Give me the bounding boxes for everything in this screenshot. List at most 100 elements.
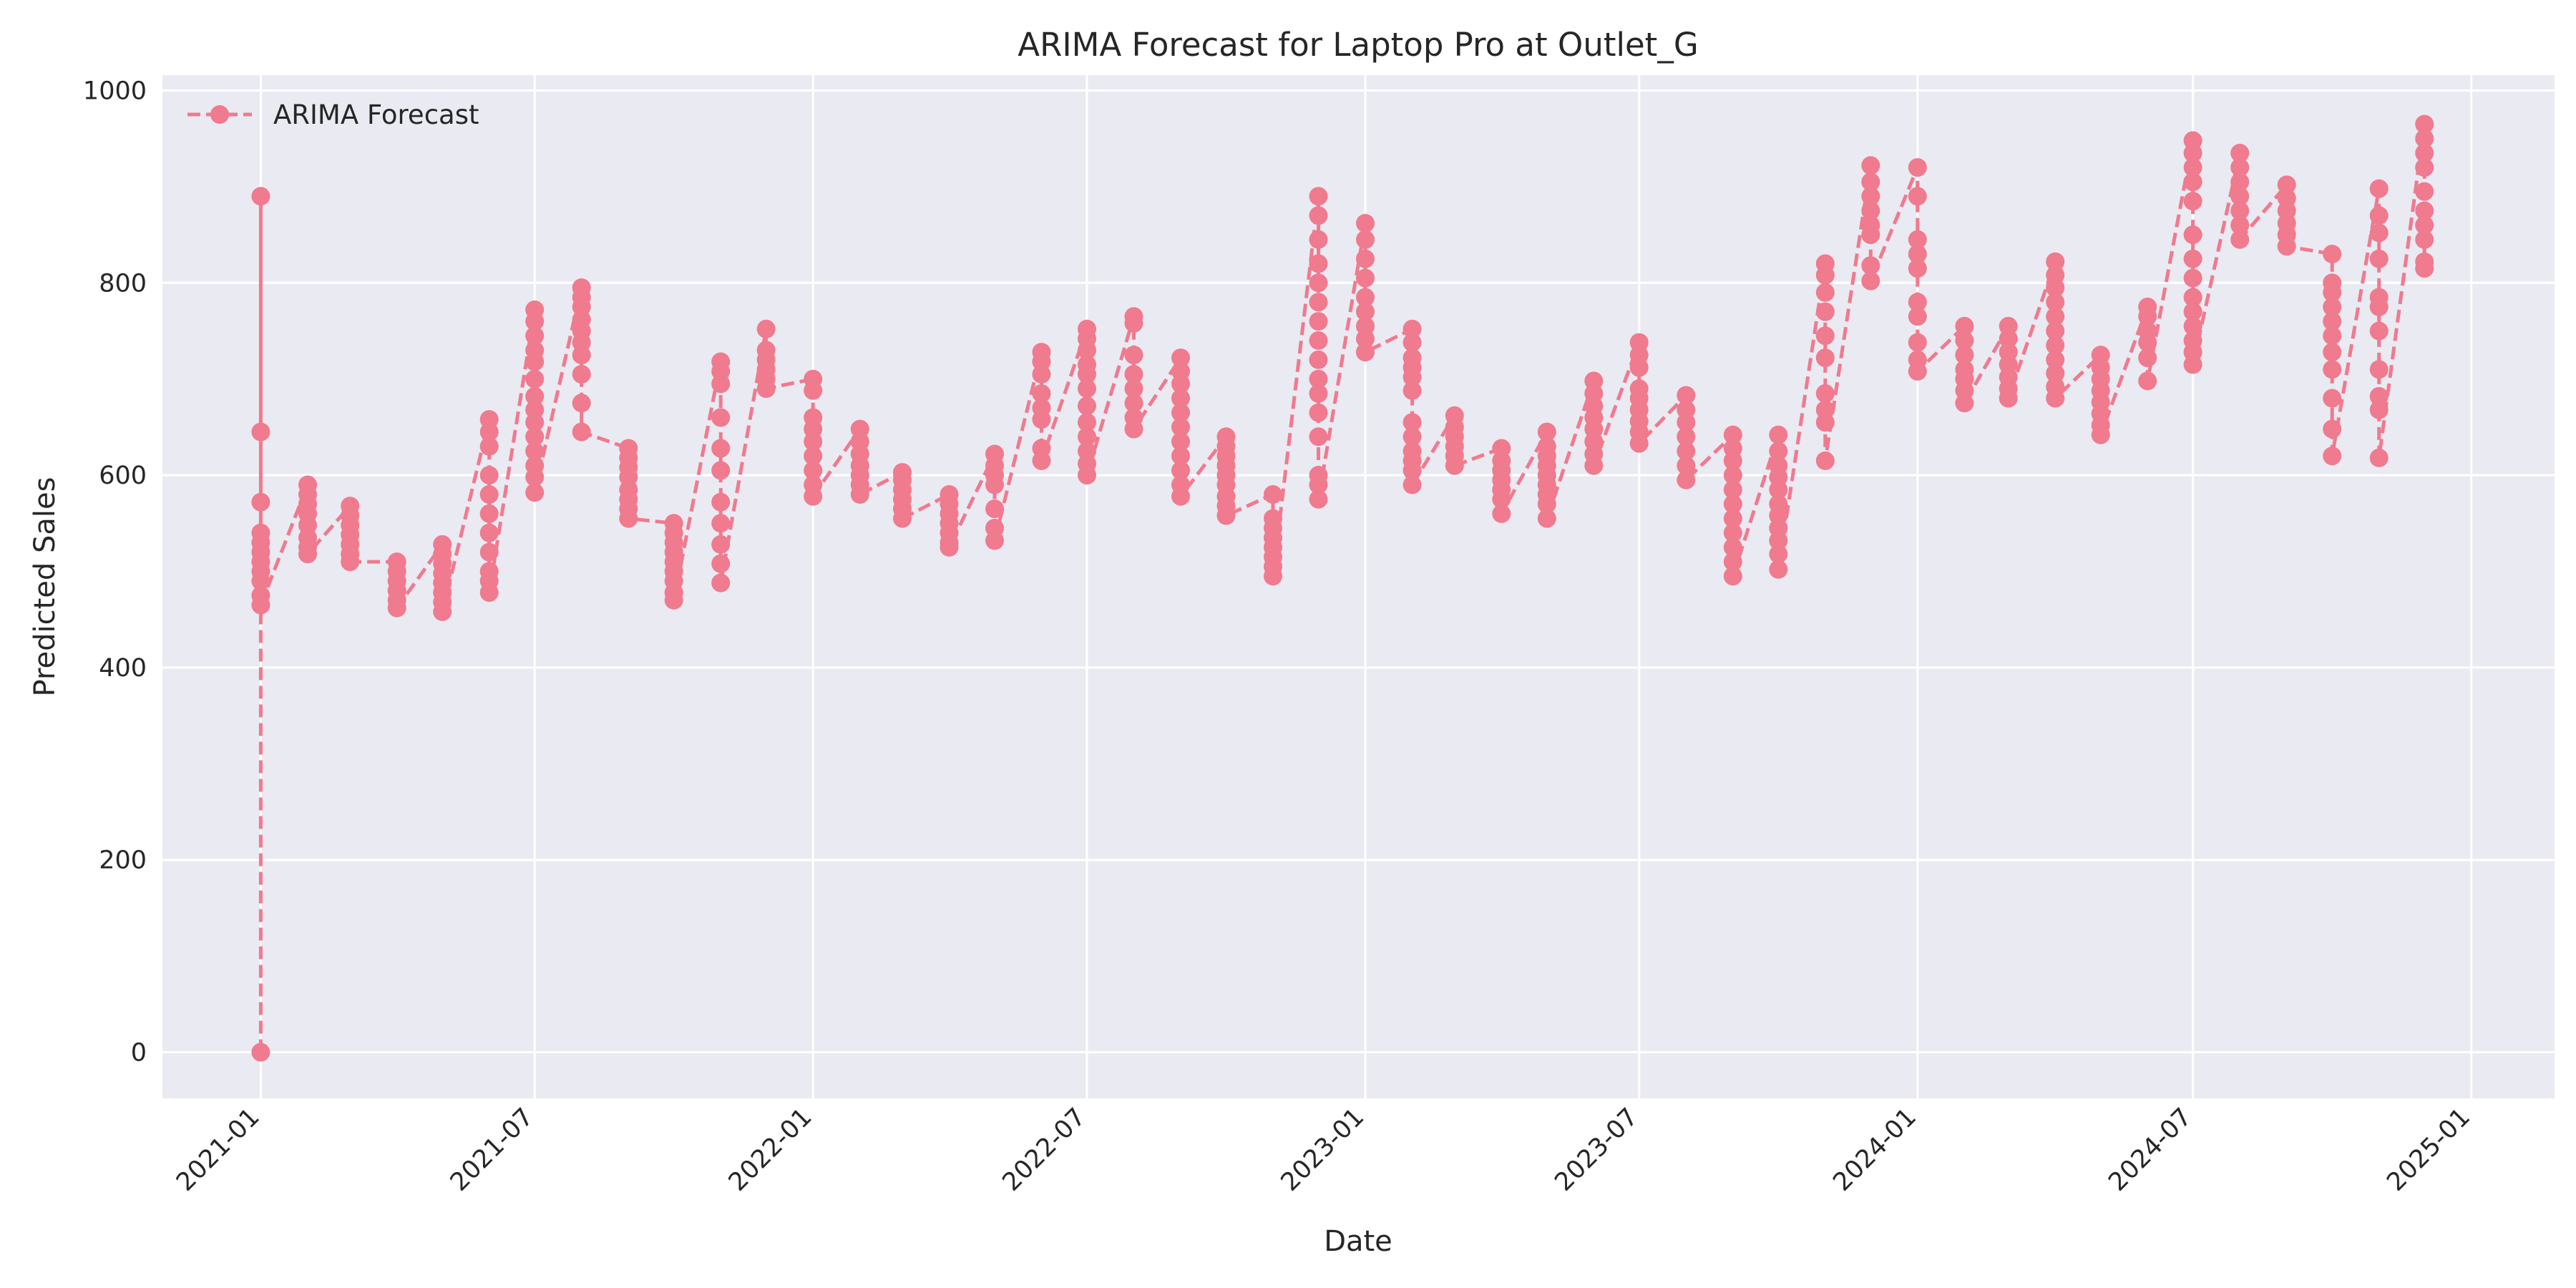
data-point <box>2183 225 2202 245</box>
data-point <box>2183 302 2202 321</box>
data-point <box>1402 413 1422 432</box>
data-point <box>756 379 776 399</box>
data-point <box>2415 215 2434 235</box>
data-point <box>1723 451 1742 470</box>
data-point <box>2183 316 2202 336</box>
data-point <box>1629 434 1649 453</box>
y-tick-label: 0 <box>131 1038 147 1067</box>
data-point <box>2183 172 2202 192</box>
data-point <box>1492 489 1511 509</box>
data-point <box>1908 187 1927 206</box>
data-point <box>1723 537 1742 557</box>
y-axis-label: Predicted Sales <box>29 477 62 697</box>
data-point <box>2230 172 2250 192</box>
data-point <box>1124 379 1143 399</box>
data-point <box>479 422 499 441</box>
data-point <box>1309 427 1328 447</box>
x-tick-label: 2023-01 <box>1276 1103 1370 1197</box>
data-point <box>2415 182 2434 201</box>
data-point <box>1124 313 1143 333</box>
data-point <box>1032 384 1051 403</box>
data-point <box>1309 369 1328 389</box>
data-point <box>1032 410 1051 429</box>
data-point <box>2138 348 2157 368</box>
data-point <box>1677 441 1696 461</box>
data-point <box>1309 187 1328 206</box>
x-tick-label: 2024-07 <box>2103 1103 2197 1197</box>
data-point <box>1584 456 1604 475</box>
data-point <box>1356 268 1375 288</box>
data-point <box>1171 461 1190 480</box>
y-tick-label: 1000 <box>83 77 147 106</box>
data-point <box>1769 441 1788 461</box>
data-point <box>804 381 823 400</box>
data-point <box>2415 201 2434 220</box>
chart-title: ARIMA Forecast for Laptop Pro at Outlet_… <box>1018 26 1698 64</box>
data-point <box>2369 448 2389 467</box>
data-point <box>664 590 683 610</box>
data-point <box>940 537 959 557</box>
data-point <box>1908 245 1927 263</box>
data-point <box>1078 341 1096 360</box>
data-point <box>2277 175 2296 195</box>
data-point <box>1309 206 1328 225</box>
data-point <box>2323 447 2342 466</box>
data-point <box>1078 365 1096 384</box>
data-point <box>1216 506 1236 525</box>
data-point <box>1356 343 1375 362</box>
y-tick-label: 200 <box>99 847 147 875</box>
data-point <box>985 531 1004 550</box>
data-point <box>2323 389 2342 408</box>
data-point <box>1309 230 1328 249</box>
data-point <box>2415 114 2434 134</box>
data-point <box>1309 403 1328 422</box>
data-point <box>1908 259 1927 278</box>
data-point <box>893 509 912 528</box>
data-point <box>1445 456 1464 475</box>
data-point <box>2183 143 2202 162</box>
data-point <box>711 535 731 554</box>
x-tick-label: 2023-07 <box>1549 1103 1644 1197</box>
data-point <box>479 542 499 562</box>
data-point <box>1309 273 1328 293</box>
data-point <box>2230 143 2250 162</box>
data-point <box>1124 394 1143 413</box>
data-point <box>2323 283 2342 302</box>
data-point <box>1769 480 1788 499</box>
x-axis-label: Date <box>1324 1225 1392 1258</box>
data-point <box>1908 333 1927 352</box>
data-point <box>1171 447 1190 466</box>
data-point <box>1402 461 1422 480</box>
data-point <box>251 187 270 206</box>
data-point <box>1677 386 1696 405</box>
data-point <box>711 573 731 592</box>
data-point <box>2230 230 2250 249</box>
data-point <box>2415 259 2434 278</box>
data-point <box>619 509 638 528</box>
data-point <box>2230 215 2250 235</box>
data-point <box>1124 346 1143 365</box>
data-point <box>2369 400 2389 419</box>
data-point <box>1032 451 1051 470</box>
data-point <box>1309 489 1328 509</box>
data-point <box>1171 403 1190 422</box>
data-point <box>2046 278 2065 297</box>
data-point <box>2369 249 2389 268</box>
data-point <box>2046 364 2065 383</box>
data-point <box>1769 560 1788 579</box>
data-point <box>2230 158 2250 177</box>
data-point <box>2415 230 2434 249</box>
data-point <box>1402 381 1422 400</box>
x-tick-label: 2022-01 <box>723 1103 818 1197</box>
data-point <box>1402 368 1422 386</box>
data-point <box>1769 531 1788 550</box>
data-point <box>1078 466 1096 485</box>
data-point <box>572 394 591 413</box>
data-point <box>1861 187 1880 206</box>
data-point <box>2138 371 2157 391</box>
data-point <box>711 492 731 512</box>
data-point <box>1955 394 1974 413</box>
data-point <box>1537 494 1556 514</box>
data-point <box>1999 389 2018 408</box>
data-point <box>1078 379 1096 399</box>
